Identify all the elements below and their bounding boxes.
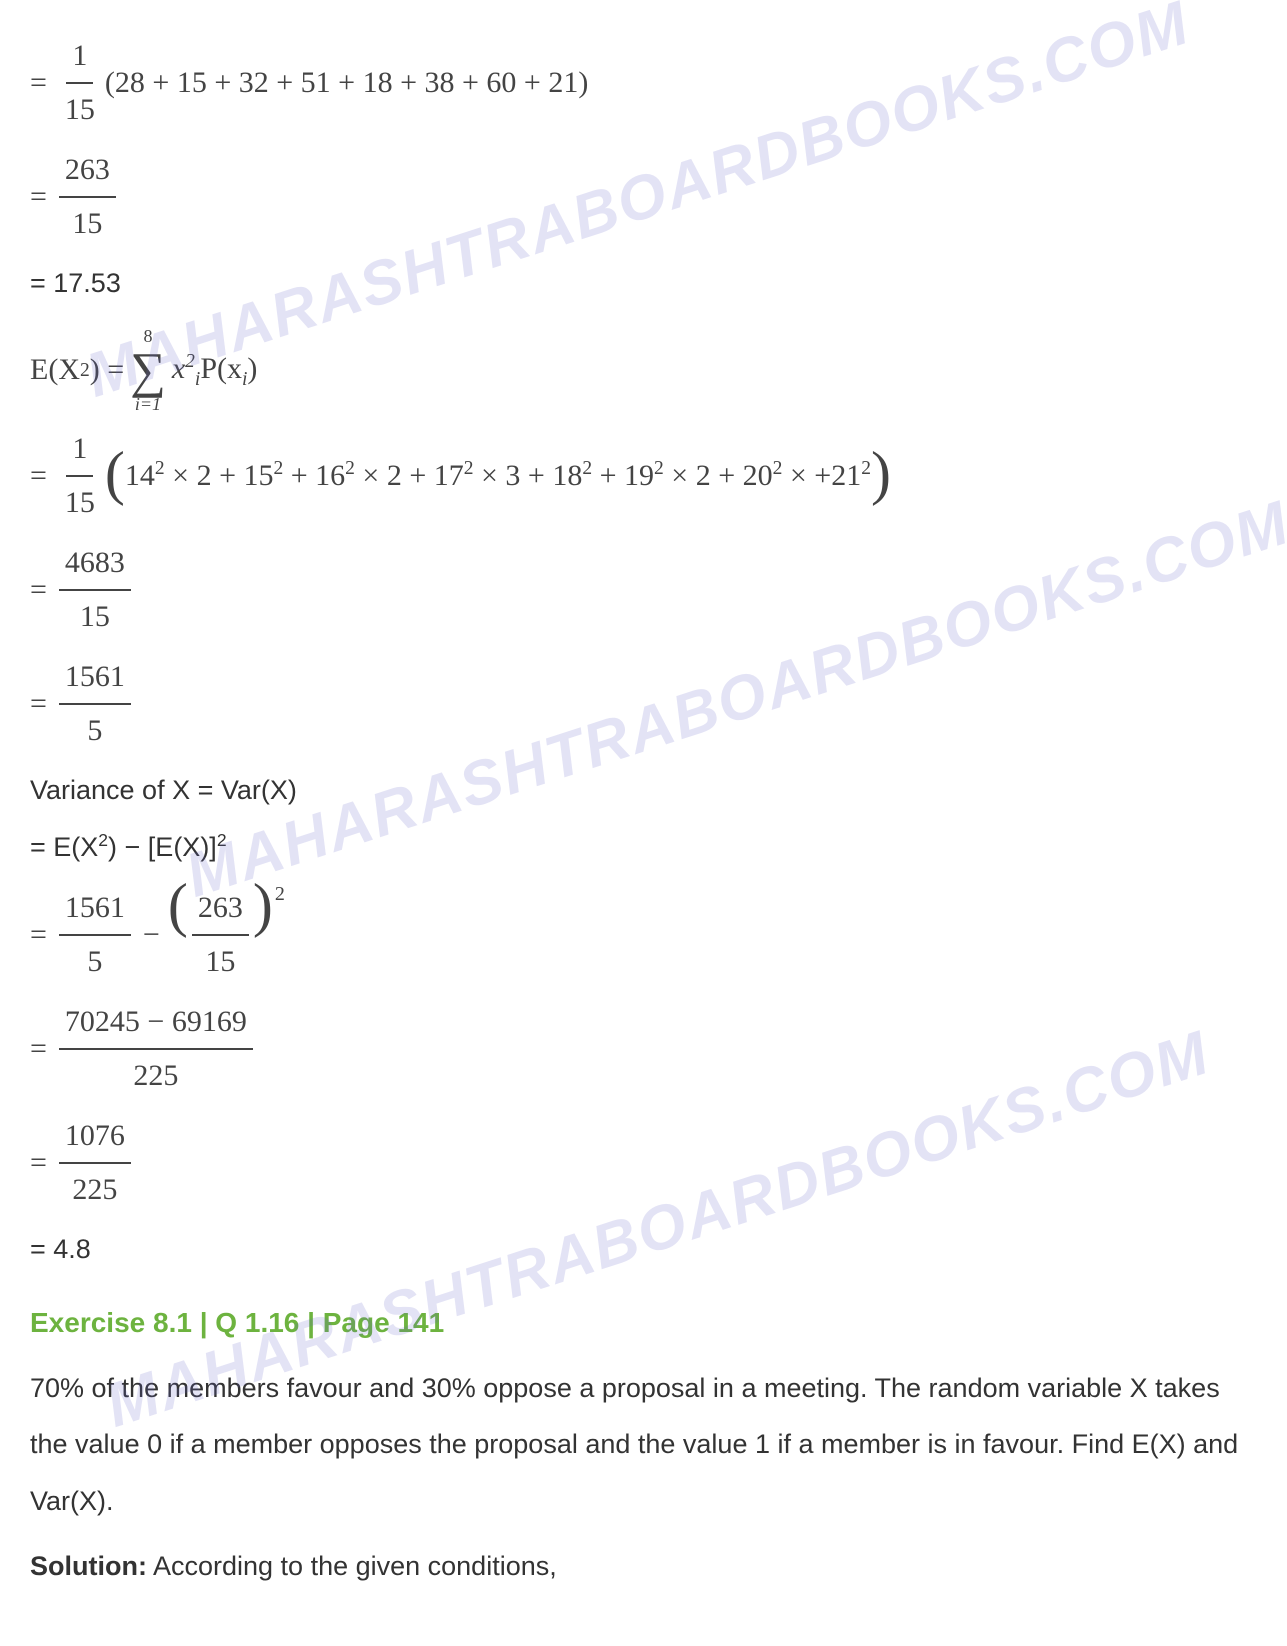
- denominator: 15: [59, 84, 101, 134]
- fraction: 1561 5: [59, 653, 131, 755]
- numerator: 263: [59, 146, 116, 198]
- denominator: 5: [81, 936, 108, 986]
- sum-lower: i=1: [135, 395, 161, 413]
- fraction: 1076 225: [59, 1112, 131, 1214]
- numerator: 70245 − 69169: [59, 998, 253, 1050]
- equals-sign: =: [30, 1025, 47, 1073]
- denominator: 225: [127, 1050, 184, 1100]
- equation-line-6: = 4683 15: [30, 539, 1257, 641]
- expansion-body: 142 × 2 + 152 + 162 × 2 + 172 × 3 + 182 …: [125, 452, 871, 500]
- p-term: P(xi): [200, 345, 257, 395]
- x-var: x: [172, 352, 185, 385]
- equation-line-4: E(X2) = 8 ∑ i=1 x2i P(xi): [30, 327, 1257, 413]
- xi-term: x2i: [172, 345, 201, 395]
- fraction: 4683 15: [59, 539, 131, 641]
- sigma-icon: ∑: [130, 345, 166, 395]
- equation-line-3: = 17.53: [30, 262, 1257, 305]
- minus-sign: −: [143, 911, 160, 959]
- big-paren-left-icon: (: [168, 881, 188, 929]
- p-close: ): [247, 352, 257, 385]
- numerator: 1: [66, 32, 93, 84]
- denominator: 15: [59, 477, 101, 527]
- equation-line-9: = E(X2) − [E(X)]2: [30, 826, 1257, 869]
- fraction: 1 15: [59, 425, 101, 527]
- solution-label: Solution:: [30, 1551, 147, 1581]
- denominator: 15: [199, 936, 241, 986]
- summation: 8 ∑ i=1: [130, 327, 166, 413]
- numerator: 1561: [59, 884, 131, 936]
- denominator: 15: [74, 591, 116, 641]
- solution-text: According to the given conditions,: [147, 1551, 557, 1581]
- fraction: 70245 − 69169 225: [59, 998, 253, 1100]
- equals-sign: =: [30, 452, 47, 500]
- fraction: 263 15: [192, 884, 249, 986]
- exponent: 2: [275, 878, 285, 910]
- denominator: 5: [81, 705, 108, 755]
- variance-label: Variance of X = Var(X): [30, 769, 1257, 812]
- equals-sign: =: [30, 680, 47, 728]
- big-paren-right-icon: ): [253, 881, 273, 929]
- equals-sign: =: [30, 911, 47, 959]
- equation-line-7: = 1561 5: [30, 653, 1257, 755]
- numerator: 1: [66, 425, 93, 477]
- part-b: ) − [E(X)]: [108, 832, 217, 862]
- fraction: 1561 5: [59, 884, 131, 986]
- denominator: 15: [66, 198, 108, 248]
- denominator: 225: [66, 1164, 123, 1214]
- big-paren-right-icon: ): [871, 449, 891, 497]
- equation-line-5: = 1 15 ( 142 × 2 + 152 + 162 × 2 + 172 ×…: [30, 425, 1257, 527]
- solution-line: Solution: According to the given conditi…: [30, 1538, 1257, 1595]
- equals-sign: =: [30, 566, 47, 614]
- numerator: 263: [192, 884, 249, 936]
- big-paren-left-icon: (: [105, 449, 125, 497]
- part-a: = E(X: [30, 832, 98, 862]
- equals-sign: =: [30, 173, 47, 221]
- equation-line-2: = 263 15: [30, 146, 1257, 248]
- numerator: 4683: [59, 539, 131, 591]
- equals-sign: =: [30, 1139, 47, 1187]
- numerator: 1076: [59, 1112, 131, 1164]
- equation-line-13: = 4.8: [30, 1228, 1257, 1271]
- question-text: 70% of the members favour and 30% oppose…: [30, 1360, 1257, 1530]
- equation-line-11: = 70245 − 69169 225: [30, 998, 1257, 1100]
- equation-line-10: = 1561 5 − ( 263 15 ) 2: [30, 884, 1257, 986]
- lhs-close: ) =: [90, 346, 124, 394]
- superscript: 2: [217, 830, 227, 850]
- numerator: 1561: [59, 653, 131, 705]
- superscript: 2: [185, 351, 195, 372]
- p-open: P(x: [200, 352, 242, 385]
- fraction: 1 15: [59, 32, 101, 134]
- paren-expression: (28 + 15 + 32 + 51 + 18 + 38 + 60 + 21): [105, 59, 588, 107]
- fraction: 263 15: [59, 146, 116, 248]
- superscript: 2: [80, 355, 90, 386]
- equation-line-1: = 1 15 (28 + 15 + 32 + 51 + 18 + 38 + 60…: [30, 32, 1257, 134]
- equals-sign: =: [30, 59, 47, 107]
- superscript: 2: [98, 830, 108, 850]
- squared-group: ( 263 15 ) 2: [168, 884, 285, 986]
- exercise-heading: Exercise 8.1 | Q 1.16 | Page 141: [30, 1301, 1257, 1346]
- lhs-text: E(X: [30, 346, 80, 394]
- equation-line-12: = 1076 225: [30, 1112, 1257, 1214]
